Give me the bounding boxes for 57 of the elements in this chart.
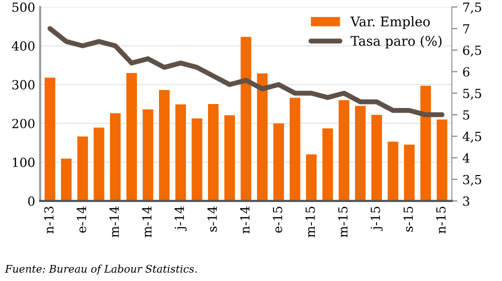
- y-tick-label: 300: [12, 80, 34, 90]
- y2-tick-label: 7,5: [463, 2, 482, 14]
- bar: [388, 142, 398, 201]
- y2-tick-label: 6,5: [463, 46, 482, 57]
- source-note: Fuente: Bureau of Labour Statistics.: [4, 264, 197, 275]
- x-tick-label: n-15: [436, 206, 446, 234]
- x-tick-label: n-14: [240, 206, 250, 234]
- y-tick-label: 400: [12, 41, 34, 51]
- bar: [60, 158, 72, 201]
- x-tick-label: j-14: [174, 206, 187, 231]
- bar: [290, 98, 300, 201]
- bar: [420, 86, 431, 201]
- y-tick-label: 100: [12, 158, 34, 168]
- bar: [192, 118, 202, 201]
- x-tick-label: e-15: [272, 206, 282, 233]
- y2-tick-label: 7: [463, 24, 470, 34]
- y-tick-label: 500: [12, 2, 34, 12]
- bar: [338, 100, 350, 201]
- y2-tick-label: 5: [463, 110, 470, 120]
- bar: [273, 123, 284, 201]
- legend-label: Var. Empleo: [350, 16, 430, 30]
- bar: [306, 154, 317, 201]
- bar: [94, 128, 104, 201]
- y2-tick-label: 4: [462, 153, 470, 163]
- bar: [257, 73, 268, 201]
- bar: [371, 114, 382, 201]
- x-tick-label: n-13: [44, 206, 54, 234]
- y2-tick-label: 6: [463, 67, 470, 77]
- bar: [240, 36, 252, 201]
- bar: [77, 136, 88, 201]
- x-tick-label: m-14: [109, 206, 119, 238]
- bar: [142, 109, 154, 201]
- x-tick-label: m-15: [338, 206, 348, 238]
- y2-tick-label: 3: [463, 196, 470, 206]
- x-tick-label: j-15: [370, 206, 383, 231]
- y-tick-label: 0: [28, 196, 34, 206]
- y-tick-label: 200: [12, 118, 34, 128]
- bar: [44, 78, 56, 201]
- bar: [224, 115, 235, 201]
- bar: [158, 90, 170, 201]
- bar: [436, 119, 448, 201]
- x-tick-label: s-15: [404, 206, 413, 232]
- legend-label: Tasa paro (%): [350, 36, 442, 48]
- x-tick-label: e-14: [76, 206, 86, 233]
- x-tick-label: m-14: [142, 206, 152, 238]
- bar: [404, 144, 415, 201]
- y2-tick-label: 4,5: [462, 132, 482, 143]
- y2-tick-label: 5,5: [463, 88, 482, 100]
- bar: [322, 128, 333, 201]
- bar: [110, 113, 121, 201]
- bar: [208, 104, 219, 201]
- x-tick-label: s-14: [207, 206, 217, 232]
- bar: [355, 106, 366, 201]
- bar: [126, 72, 137, 201]
- x-tick-label: m-15: [305, 206, 315, 238]
- y2-tick-label: 3,5: [463, 174, 482, 186]
- bar: [175, 104, 186, 201]
